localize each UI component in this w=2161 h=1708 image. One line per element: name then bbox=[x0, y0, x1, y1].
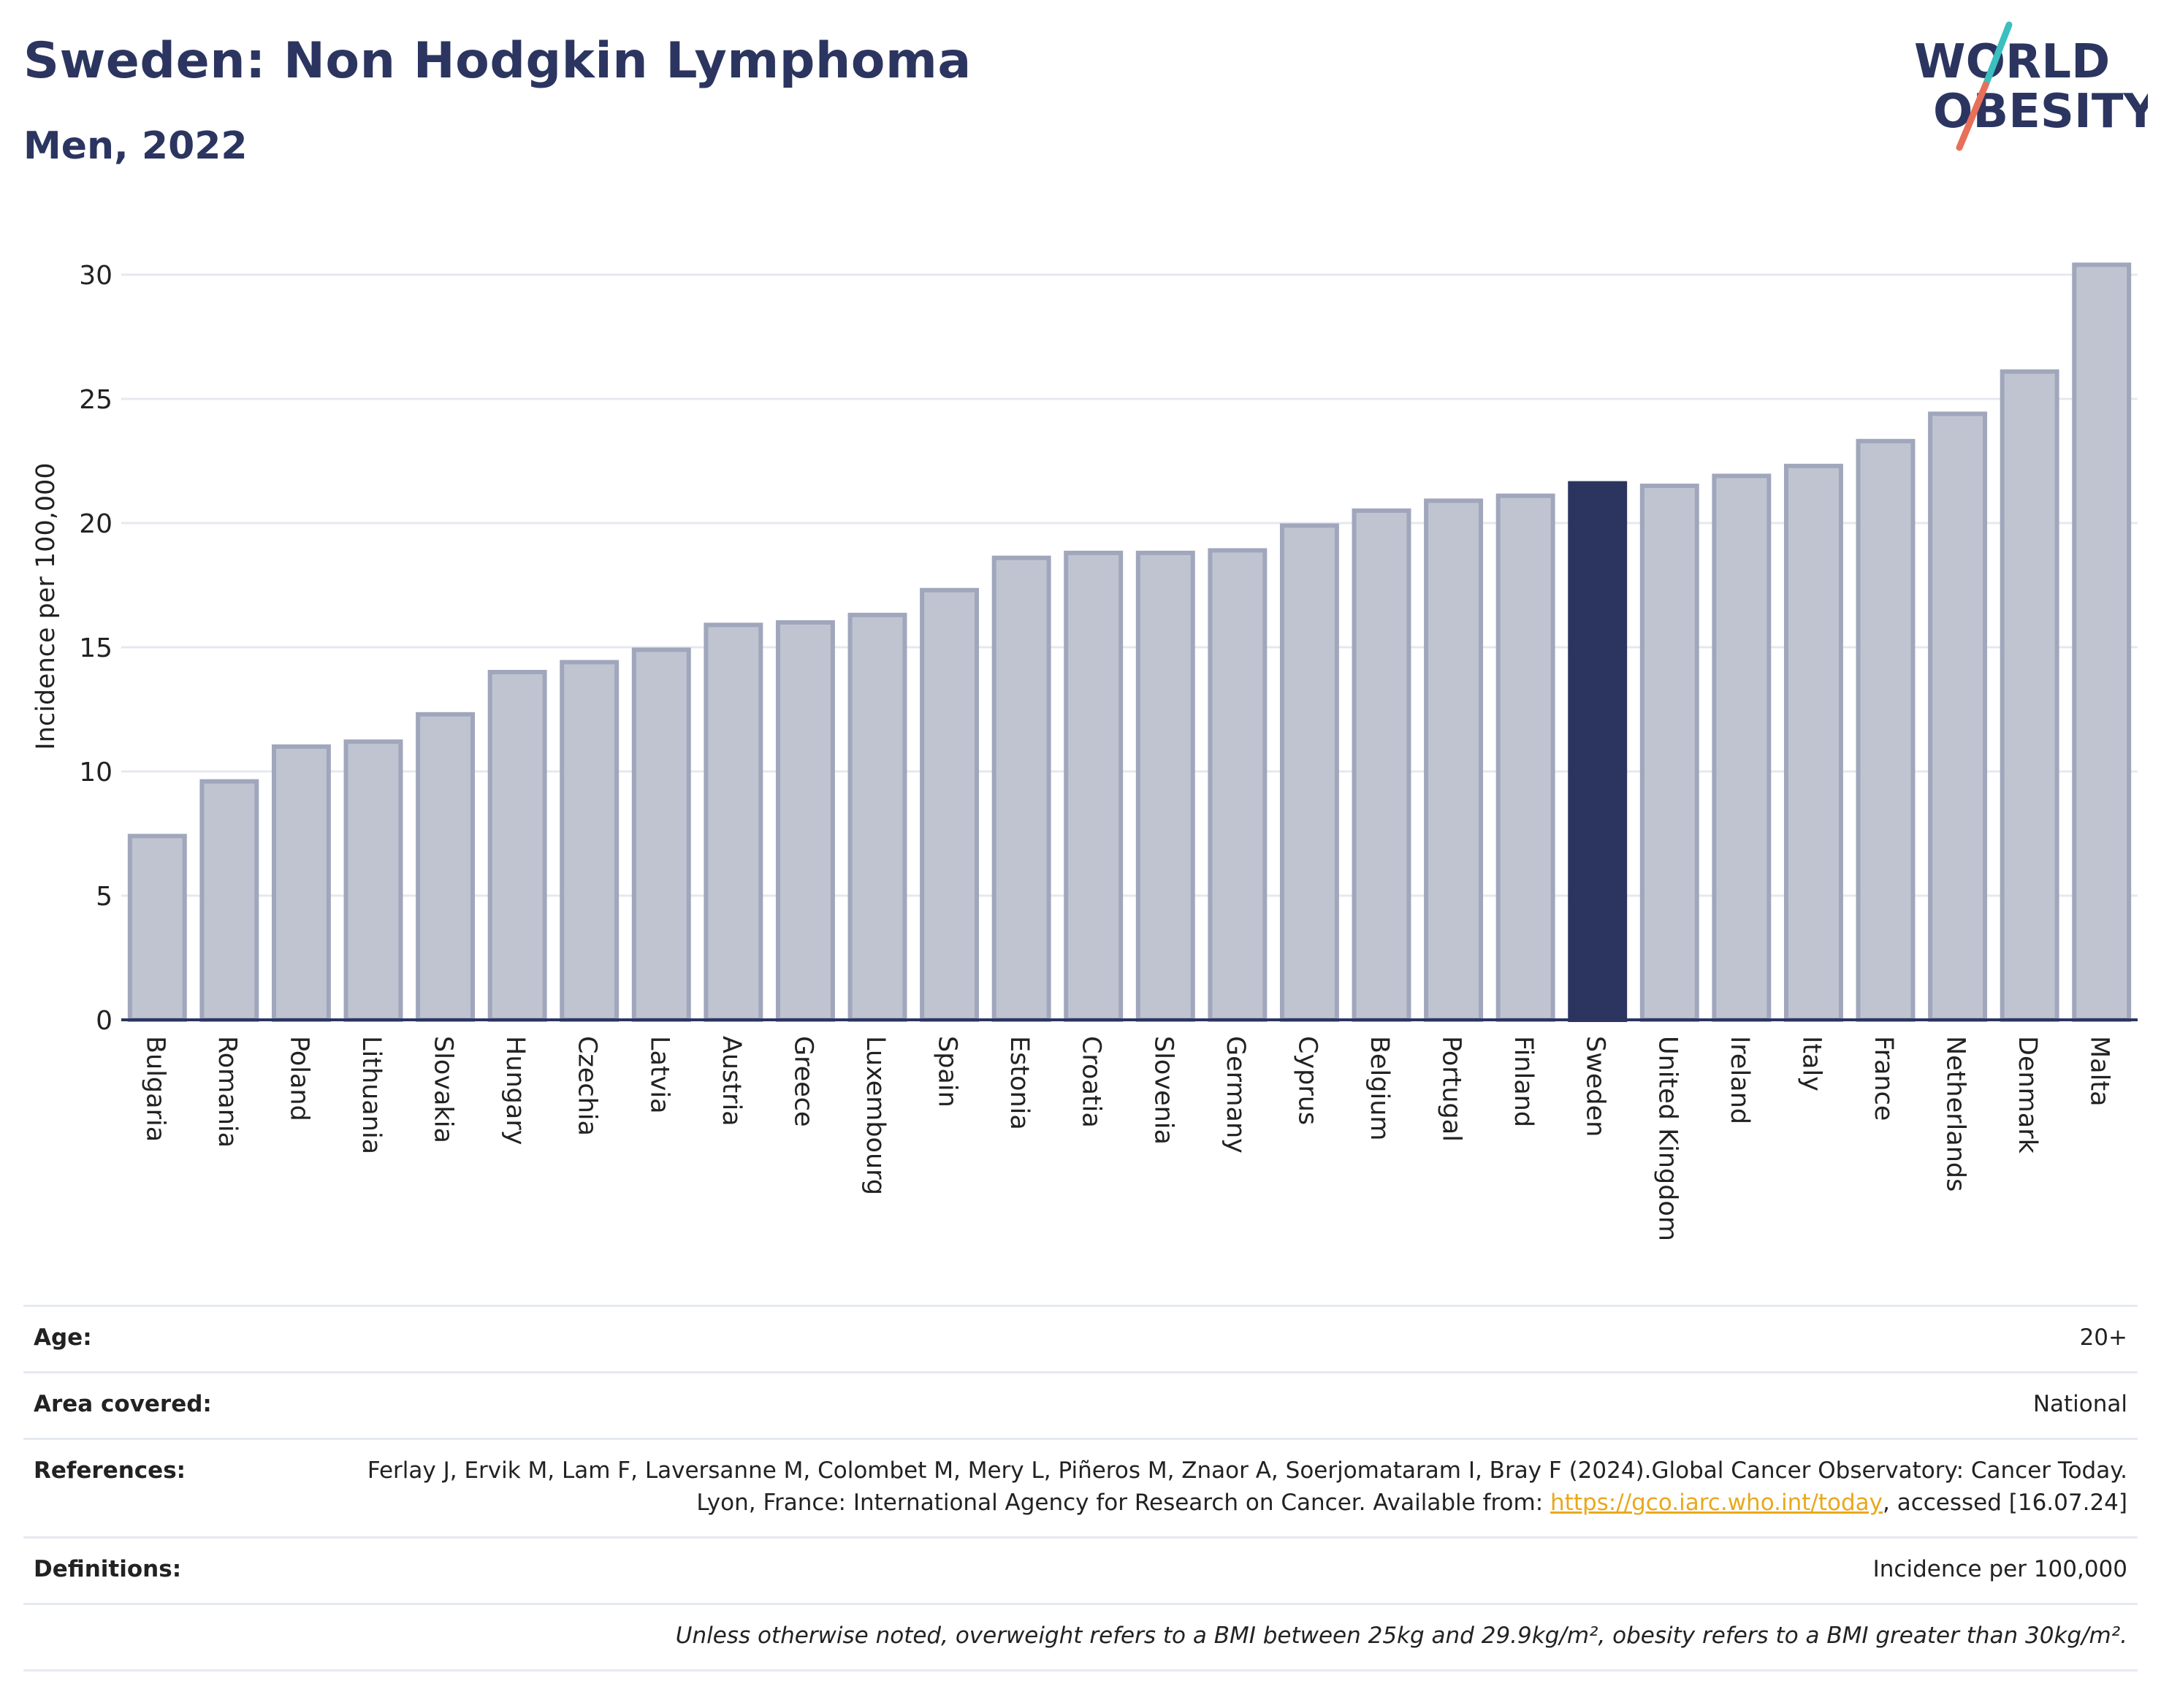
x-tick-label: Cyprus bbox=[1292, 1036, 1322, 1125]
bar-czechia bbox=[560, 660, 620, 1023]
x-tick-label: Lithuania bbox=[357, 1036, 386, 1154]
bar-greece bbox=[775, 620, 835, 1022]
references-accessed: , accessed [16.07.24] bbox=[1882, 1490, 2127, 1516]
bar-lithuania bbox=[343, 739, 403, 1022]
logo-slash-top bbox=[1982, 21, 2013, 88]
bar-romania bbox=[199, 779, 259, 1022]
x-tick-label: Luxembourg bbox=[861, 1036, 890, 1195]
bar-austria bbox=[704, 622, 763, 1022]
x-tick-label: Romania bbox=[213, 1036, 242, 1148]
info-table: Age: 20+ Area covered: National Referenc… bbox=[23, 1305, 2138, 1671]
references-value: Ferlay J, Ervik M, Lam F, Laversanne M, … bbox=[351, 1439, 2138, 1538]
definitions-value: Incidence per 100,000 bbox=[1872, 1556, 2127, 1582]
references-link[interactable]: https://gco.iarc.who.int/today bbox=[1550, 1490, 1883, 1516]
x-tick-label: Portugal bbox=[1437, 1036, 1466, 1142]
bar-slovakia bbox=[416, 712, 476, 1022]
logo-slash-bottom bbox=[1956, 81, 1989, 151]
y-tick-label: 10 bbox=[79, 758, 113, 788]
references-text: Ferlay J, Ervik M, Lam F, Laversanne M, … bbox=[367, 1457, 2127, 1516]
age-value: 20+ bbox=[2079, 1324, 2127, 1351]
bar-hungary bbox=[487, 670, 547, 1022]
x-tick-label: United Kingdom bbox=[1653, 1036, 1682, 1241]
world-obesity-logo: WORLD OBESITY bbox=[1914, 21, 2148, 151]
bar-slovenia bbox=[1135, 550, 1195, 1022]
y-tick-label: 30 bbox=[79, 261, 113, 291]
age-label: Age: bbox=[34, 1324, 92, 1351]
bar-portugal bbox=[1424, 498, 1484, 1022]
bar-estonia bbox=[991, 555, 1051, 1022]
info-row-area: Area covered: National bbox=[23, 1372, 2138, 1439]
y-tick-label: 20 bbox=[79, 509, 113, 539]
bar-denmark bbox=[2000, 369, 2059, 1023]
x-tick-label: Poland bbox=[284, 1036, 313, 1121]
logo-text-world: WORLD bbox=[1914, 35, 2110, 89]
area-covered-value: National bbox=[2032, 1391, 2127, 1417]
page-subtitle: Men, 2022 bbox=[23, 124, 248, 168]
bar-latvia bbox=[631, 647, 691, 1023]
definitions-label: Definitions: bbox=[34, 1556, 182, 1582]
y-tick-label: 25 bbox=[79, 385, 113, 415]
bar-chart: 0 5 10 15 20 25 30 Bulgaria Romania Poland Lithua… bbox=[31, 261, 2138, 1241]
x-tick-label: Estonia bbox=[1005, 1036, 1034, 1130]
x-tick-label: Ireland bbox=[1725, 1036, 1754, 1124]
x-tick-label: Hungary bbox=[500, 1036, 530, 1145]
references-label: References: bbox=[34, 1457, 186, 1484]
x-tick-label: Netherlands bbox=[1941, 1036, 1970, 1192]
x-tick-label: Sweden bbox=[1581, 1036, 1610, 1137]
x-tick-label: France bbox=[1869, 1036, 1898, 1121]
x-tick-label: Greece bbox=[788, 1036, 817, 1127]
bar-poland bbox=[271, 744, 331, 1022]
y-tick-label: 5 bbox=[96, 882, 113, 912]
info-row-age: Age: 20+ bbox=[23, 1305, 2138, 1373]
x-tick-label: Finland bbox=[1509, 1036, 1538, 1127]
y-tick-label: 0 bbox=[96, 1006, 113, 1036]
page-title: Sweden: Non Hodgkin Lymphoma bbox=[23, 32, 972, 90]
info-row-note: Unless otherwise noted, overweight refer… bbox=[23, 1604, 2138, 1671]
y-axis-ticks: 0 5 10 15 20 25 30 bbox=[79, 261, 113, 1036]
bar-spain bbox=[920, 587, 980, 1022]
bar-belgium bbox=[1352, 508, 1411, 1022]
bar-italy bbox=[1783, 463, 1843, 1022]
info-row-references: References: Ferlay J, Ervik M, Lam F, La… bbox=[23, 1438, 2138, 1538]
x-tick-label: Belgium bbox=[1365, 1036, 1394, 1141]
x-tick-label: Italy bbox=[1796, 1036, 1826, 1091]
bmi-definition-note: Unless otherwise noted, overweight refer… bbox=[675, 1623, 2127, 1649]
x-tick-label: Slovakia bbox=[429, 1036, 458, 1143]
y-axis-title: Incidence per 100,000 bbox=[31, 462, 61, 750]
area-covered-label: Area covered: bbox=[34, 1391, 212, 1417]
bar-france bbox=[1856, 438, 1916, 1022]
x-tick-label: Czechia bbox=[573, 1036, 602, 1136]
x-tick-label: Spain bbox=[933, 1036, 962, 1107]
x-tick-label: Germany bbox=[1221, 1036, 1250, 1154]
bar-ireland bbox=[1712, 473, 1772, 1022]
x-tick-label: Latvia bbox=[644, 1036, 674, 1114]
x-axis-labels: Bulgaria Romania Poland Lithuania Slovakia Hu… bbox=[140, 1036, 2114, 1241]
bars bbox=[127, 262, 2132, 1023]
bar-germany bbox=[1208, 548, 1268, 1022]
bar-sweden bbox=[1568, 481, 1628, 1022]
bar-united-kingdom bbox=[1639, 484, 1699, 1022]
bar-bulgaria bbox=[127, 834, 187, 1023]
x-tick-label: Slovenia bbox=[1148, 1036, 1178, 1145]
bar-croatia bbox=[1064, 550, 1124, 1022]
y-tick-label: 15 bbox=[79, 633, 113, 663]
x-tick-label: Austria bbox=[717, 1036, 746, 1126]
x-tick-label: Croatia bbox=[1077, 1036, 1106, 1128]
x-tick-label: Malta bbox=[2085, 1036, 2114, 1107]
bar-cyprus bbox=[1279, 523, 1339, 1022]
info-row-definitions: Definitions: Incidence per 100,000 bbox=[23, 1537, 2138, 1604]
bar-malta bbox=[2072, 262, 2132, 1022]
bar-finland bbox=[1495, 493, 1555, 1022]
bar-netherlands bbox=[1928, 411, 1988, 1022]
x-tick-label: Bulgaria bbox=[140, 1036, 169, 1142]
x-tick-label: Denmark bbox=[2013, 1036, 2042, 1154]
bar-luxembourg bbox=[847, 612, 907, 1022]
